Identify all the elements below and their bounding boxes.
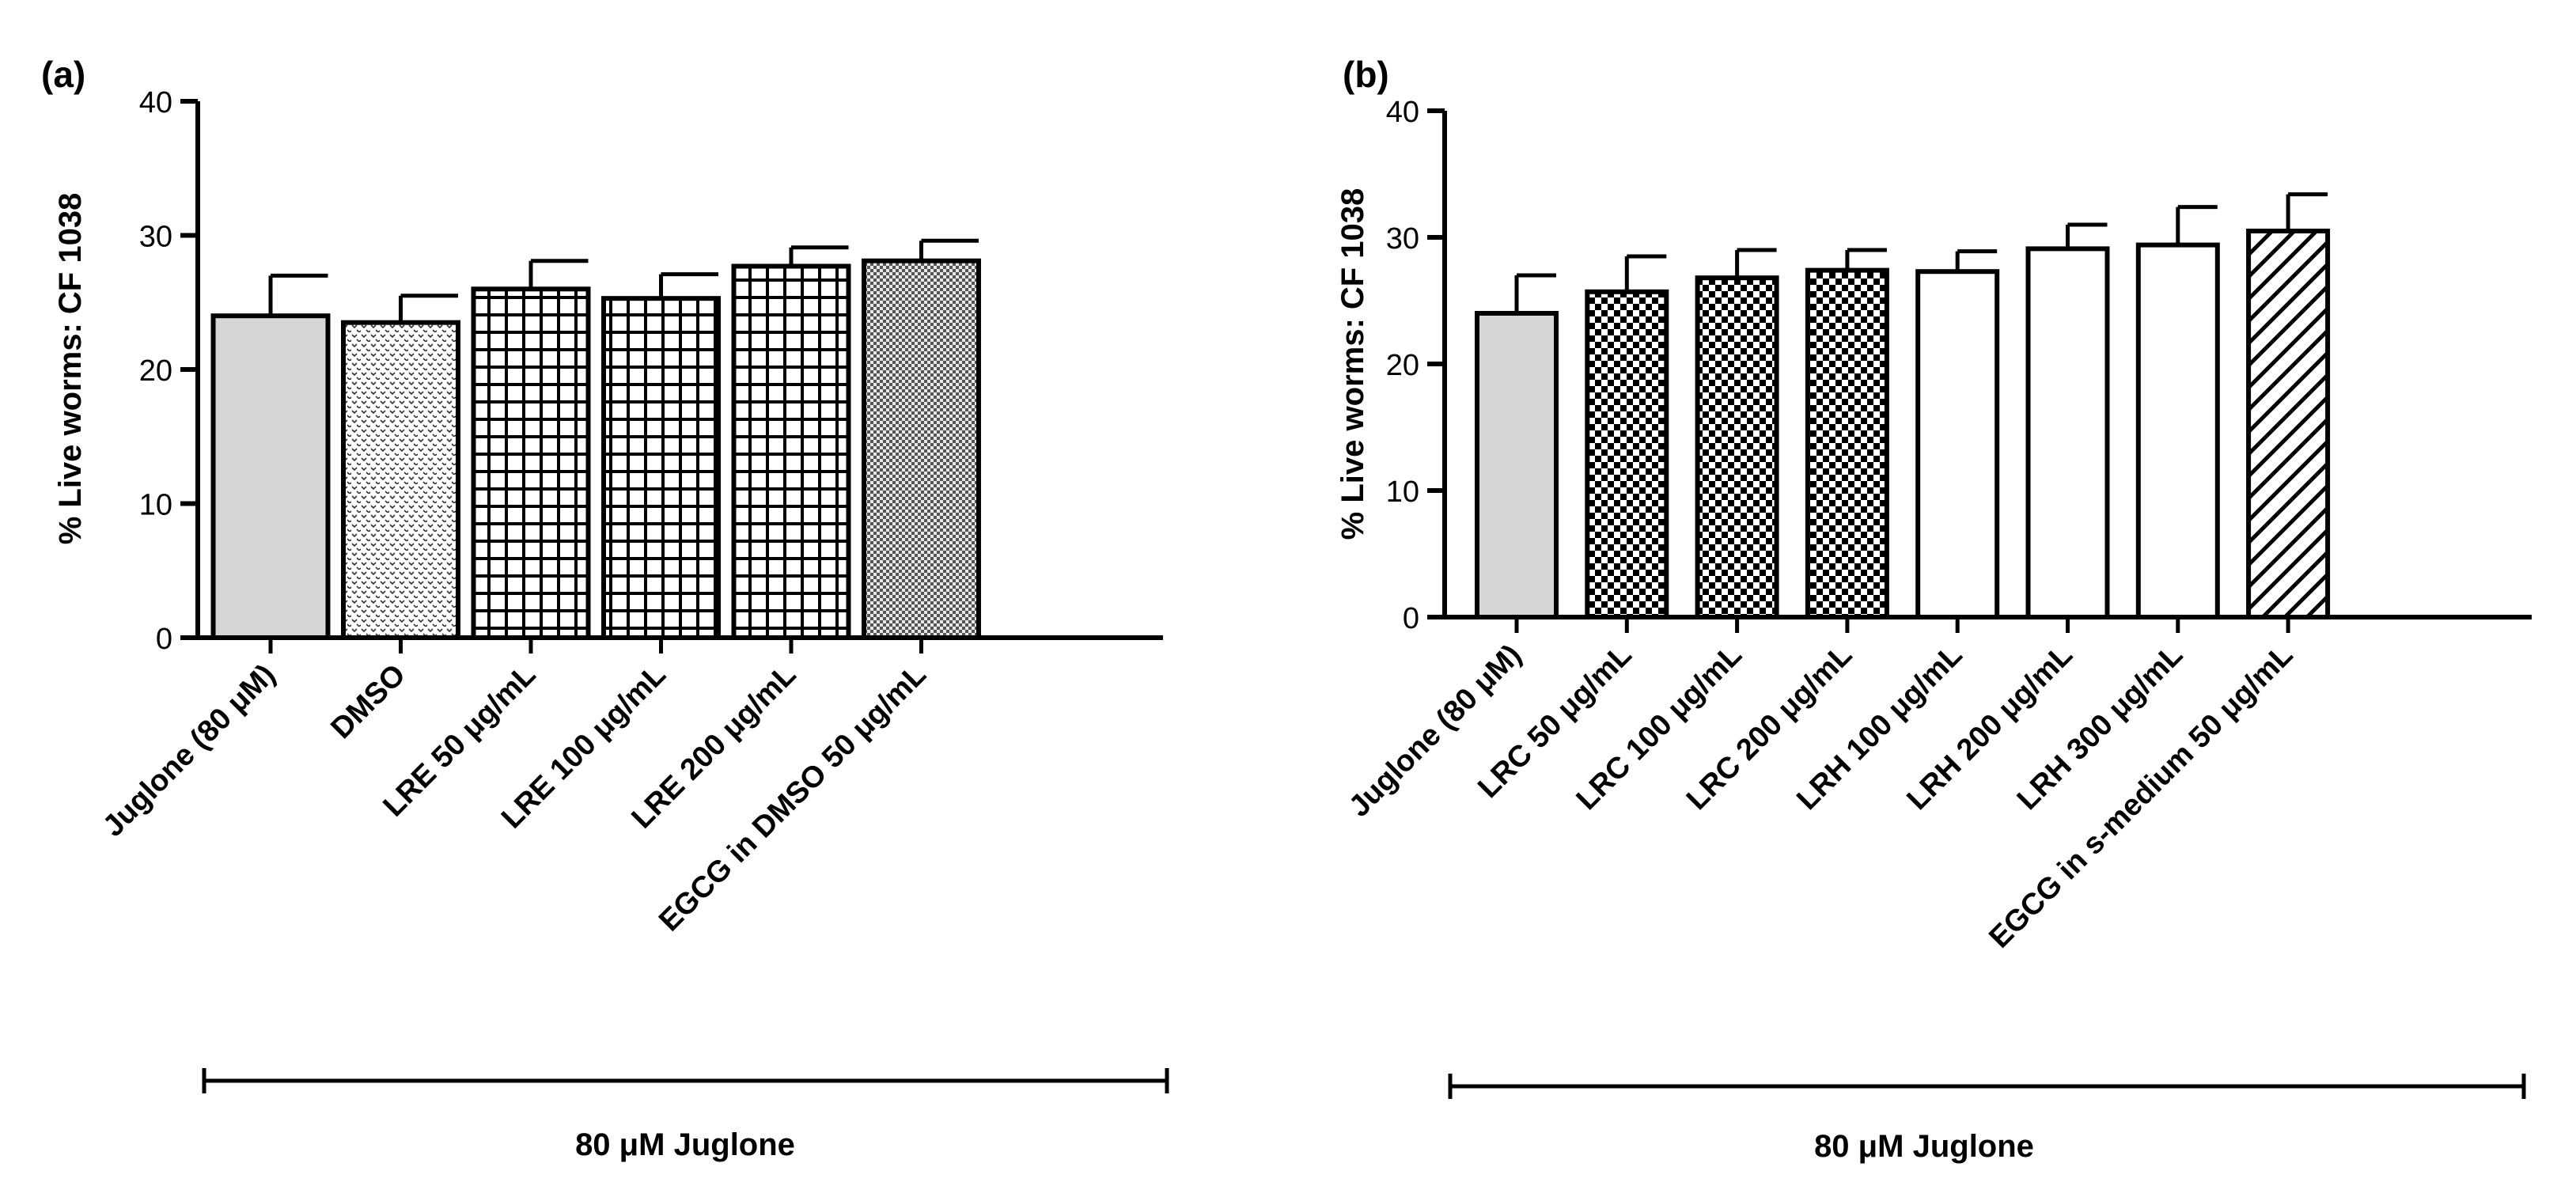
bar [2246,229,2331,619]
x-tick-label: Juglone (80 μM) [97,658,282,843]
panel-label: (b) [1343,54,1389,95]
y-tick-label: 30 [139,221,172,254]
bar [471,286,591,640]
group-label: 80 μM Juglone [575,1127,795,1162]
panel-label: (a) [41,54,85,95]
bar [601,296,721,640]
bar [341,320,460,640]
y-axis-title: % Live worms: CF 1038 [53,193,88,545]
bar [1695,275,1779,619]
bar [862,258,981,640]
bar [210,313,331,640]
panel-a: (a) 0 10 20 30 40 % Live worms: CF 1038 Juglone… [41,54,1169,1162]
y-tick-label: 40 [139,86,172,119]
y-tick-label: 10 [1386,475,1419,509]
y-tick-label: 30 [1386,222,1419,256]
x-tick-label: EGCG in DMSO 50 μg/mL [653,658,933,938]
y-axis-title: % Live worms: CF 1038 [1335,188,1370,540]
group-label: 80 μM Juglone [1814,1129,2034,1164]
y-tick-label: 10 [139,489,172,522]
bar [731,263,851,640]
bar [1915,269,2000,619]
y-tick-label: 40 [1386,96,1419,129]
y-tick-label: 0 [1403,602,1419,635]
x-tick-label: DMSO [325,658,412,745]
y-tick-label: 20 [139,354,172,388]
bar [2025,246,2110,619]
bar [2135,242,2220,619]
y-tick-label: 20 [1386,349,1419,382]
y-tick-label: 0 [156,623,172,656]
bar [1475,311,1559,619]
bar [1805,267,1889,619]
bar [1585,289,1669,619]
